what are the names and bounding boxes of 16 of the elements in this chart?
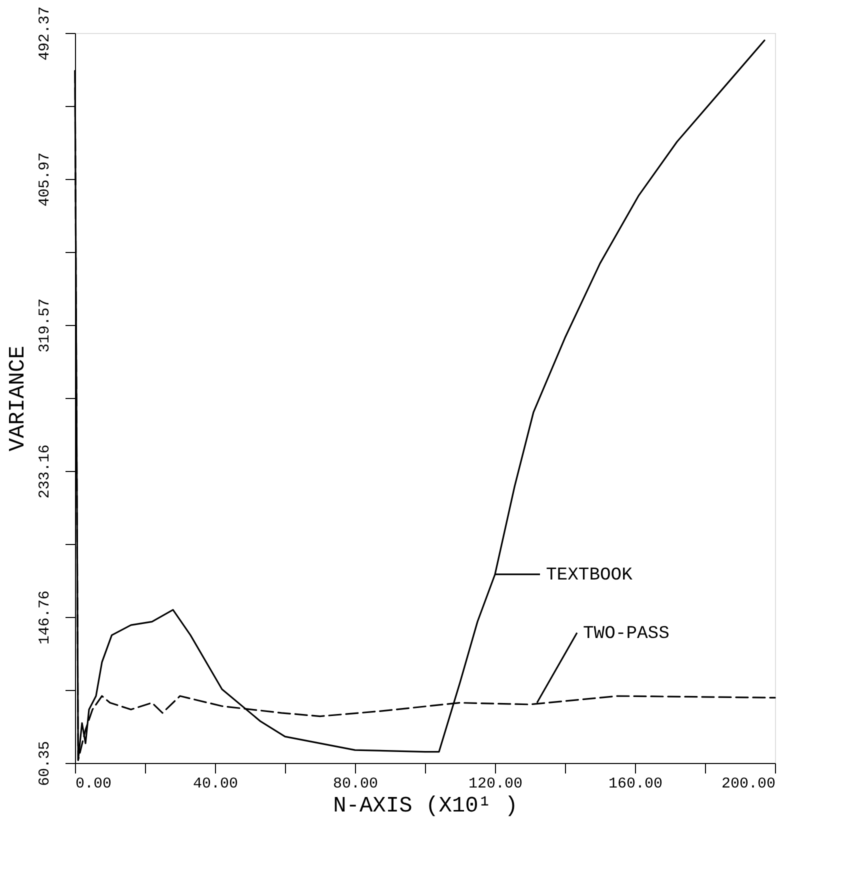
- y-axis-title: VARIANCE: [6, 346, 30, 452]
- y-tick-label: 319.57: [36, 298, 54, 352]
- annotation: TEXTBOOK: [546, 565, 633, 586]
- x-tick-label: 120.00: [468, 776, 523, 792]
- annotation: TWO-PASS: [583, 624, 670, 644]
- x-tick-label: 80.00: [332, 776, 378, 792]
- x-tick-label: 40.00: [192, 776, 238, 792]
- x-tick-label: 200.00: [721, 776, 776, 792]
- y-tick-label: 146.76: [36, 590, 54, 644]
- y-tick-label: 233.16: [36, 444, 54, 499]
- y-tick-label: 405.97: [36, 152, 54, 206]
- x-tick-label: 160.00: [608, 776, 663, 792]
- x-axis-title: N-AXIS (X10¹ ): [333, 794, 518, 818]
- y-tick-label: 60.35: [36, 740, 54, 786]
- y-tick-label: 492.37: [36, 6, 54, 61]
- x-tick-label: 0.00: [76, 776, 112, 792]
